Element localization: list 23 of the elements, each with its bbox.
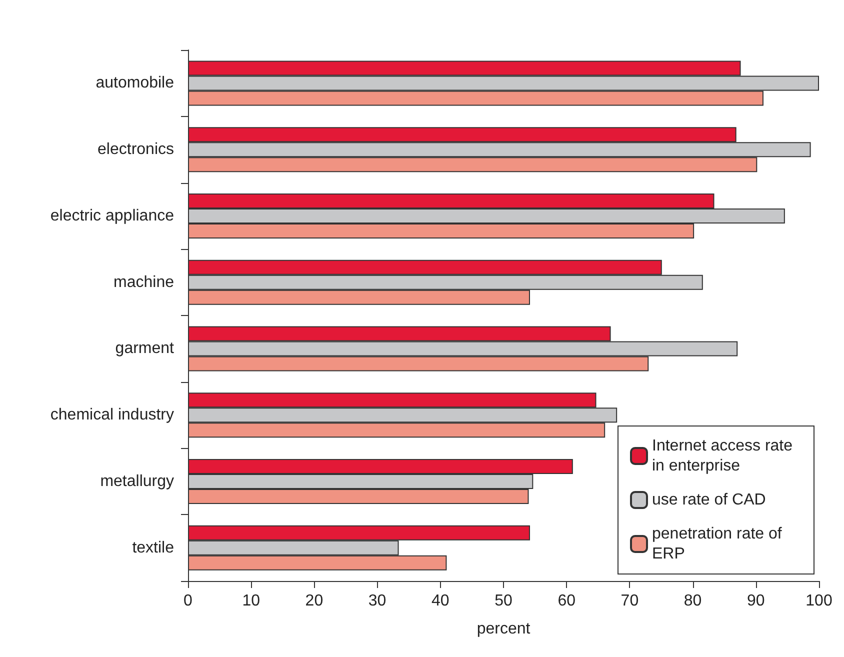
y-tick-label: garment xyxy=(115,340,175,358)
x-tick-label: 0 xyxy=(184,592,193,610)
x-tick-label: 10 xyxy=(242,592,260,610)
x-tick-label: 50 xyxy=(494,592,512,610)
x-tick-label: 30 xyxy=(368,592,386,610)
x-tick-label: 40 xyxy=(432,592,450,610)
x-tick-label: 100 xyxy=(806,592,832,610)
x-tick-label: 80 xyxy=(684,592,702,610)
legend-label: penetration rate of ERP xyxy=(652,526,786,562)
x-tick-label: 70 xyxy=(620,592,639,610)
y-tick-label: metallurgy xyxy=(100,472,174,490)
y-tick-label: electric appliance xyxy=(50,207,174,224)
legend-label: Internet access rate in enterprise xyxy=(652,438,797,474)
y-tick-label: electronics xyxy=(98,141,174,158)
x-tick-label: 60 xyxy=(558,592,576,610)
y-tick-label: chemical industry xyxy=(50,406,174,424)
y-tick-label: textile xyxy=(132,539,174,556)
y-tick-label: automobile xyxy=(96,74,174,92)
x-tick-label: 20 xyxy=(305,592,324,610)
legend-label: use rate of CAD xyxy=(652,492,766,508)
x-tick-label: 90 xyxy=(747,592,765,610)
x-axis-title: percent xyxy=(476,620,531,638)
y-tick-label: machine xyxy=(114,274,174,291)
